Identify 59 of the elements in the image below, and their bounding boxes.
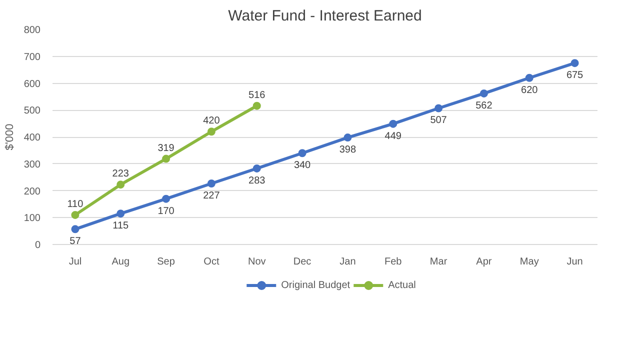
data-label: 516 xyxy=(248,90,266,101)
y-tick-label: 100 xyxy=(24,213,41,224)
data-label: 620 xyxy=(521,84,538,96)
legend-label: Original Budget xyxy=(281,280,350,290)
x-tick-label: Apr xyxy=(476,256,492,268)
point xyxy=(344,134,352,142)
data-label: 227 xyxy=(203,190,220,202)
data-label: 507 xyxy=(430,115,448,126)
x-tick-label: Mar xyxy=(430,256,448,268)
data-label: 420 xyxy=(203,116,220,127)
y-tick-label: 300 xyxy=(24,159,41,170)
y-tick-label: 600 xyxy=(24,78,41,90)
point xyxy=(434,104,443,112)
y-tick-label: 400 xyxy=(24,132,41,144)
point xyxy=(71,225,80,234)
data-label: 562 xyxy=(476,100,493,112)
point xyxy=(525,74,534,82)
x-tick-label: Nov xyxy=(248,256,266,268)
y-tick-label: 700 xyxy=(24,52,41,63)
x-tick-label: May xyxy=(520,256,539,268)
data-label: 340 xyxy=(294,160,312,172)
legend-label: Actual xyxy=(388,280,416,290)
point xyxy=(162,194,170,203)
x-tick-label: Sep xyxy=(157,256,176,268)
y-axis-title: $'000 xyxy=(4,124,16,150)
x-tick-label: Feb xyxy=(384,256,402,268)
data-label: 283 xyxy=(248,175,266,186)
point xyxy=(207,180,216,188)
y-tick-label: 800 xyxy=(24,25,41,36)
data-label: 398 xyxy=(339,144,356,156)
data-label: 170 xyxy=(158,206,175,217)
x-tick-label: Jun xyxy=(566,256,583,268)
point xyxy=(252,102,261,110)
x-tick-label: Jan xyxy=(340,256,356,268)
data-label: 223 xyxy=(112,168,130,180)
chart-title: Water Fund - Interest Earned xyxy=(228,8,422,24)
point xyxy=(71,210,80,219)
point xyxy=(252,164,261,172)
point xyxy=(116,210,125,218)
point xyxy=(116,180,125,189)
x-tick-label: Aug xyxy=(112,256,130,268)
x-tick-label: Oct xyxy=(204,256,220,268)
data-label: 57 xyxy=(70,236,82,248)
point xyxy=(389,120,398,128)
y-tick-label: 500 xyxy=(24,106,41,117)
point xyxy=(480,89,488,98)
x-tick-label: Jul xyxy=(68,256,82,268)
point xyxy=(570,59,579,68)
point xyxy=(298,149,306,158)
data-label: 319 xyxy=(158,142,175,154)
data-label: 675 xyxy=(566,70,584,82)
y-tick-label: 0 xyxy=(34,240,41,251)
point xyxy=(207,128,216,136)
data-label: 449 xyxy=(384,130,402,142)
data-label: 115 xyxy=(112,220,130,232)
x-tick-label: Dec xyxy=(293,256,312,268)
data-label: 110 xyxy=(67,198,84,210)
y-tick-label: 200 xyxy=(24,186,41,198)
point xyxy=(162,154,170,163)
